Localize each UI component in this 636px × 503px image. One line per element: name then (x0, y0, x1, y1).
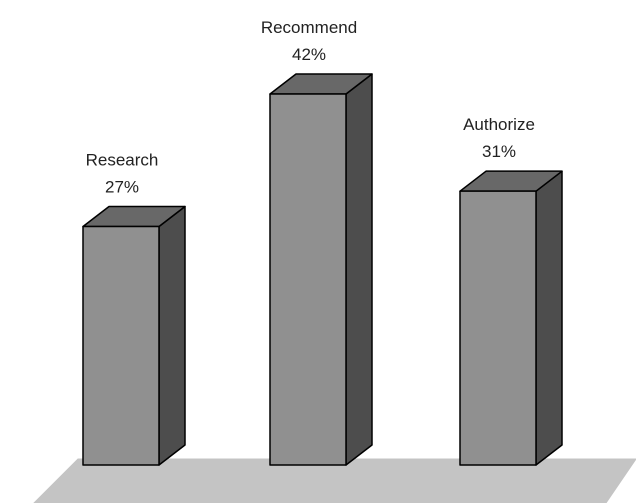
bar-side-face (345, 73, 373, 466)
bar-group (82, 73, 563, 466)
bar-front-face (82, 225, 160, 466)
label-group: Research 27% Recommend 42% Authorize 31% (86, 18, 535, 197)
bar-side-face (535, 170, 563, 466)
bar-front-face (269, 93, 347, 466)
bar-front-face (459, 190, 537, 466)
data-label: 27% (105, 178, 139, 197)
category-label: Recommend (261, 18, 357, 37)
bar-authorize (459, 170, 563, 466)
category-label: Research (86, 151, 159, 170)
bar-research (82, 205, 186, 466)
category-label: Authorize (463, 115, 535, 134)
chart-floor (33, 458, 636, 503)
bar-recommend (269, 73, 373, 466)
data-label: 31% (482, 142, 516, 161)
data-label: 42% (292, 45, 326, 64)
bar-side-face (158, 205, 186, 466)
